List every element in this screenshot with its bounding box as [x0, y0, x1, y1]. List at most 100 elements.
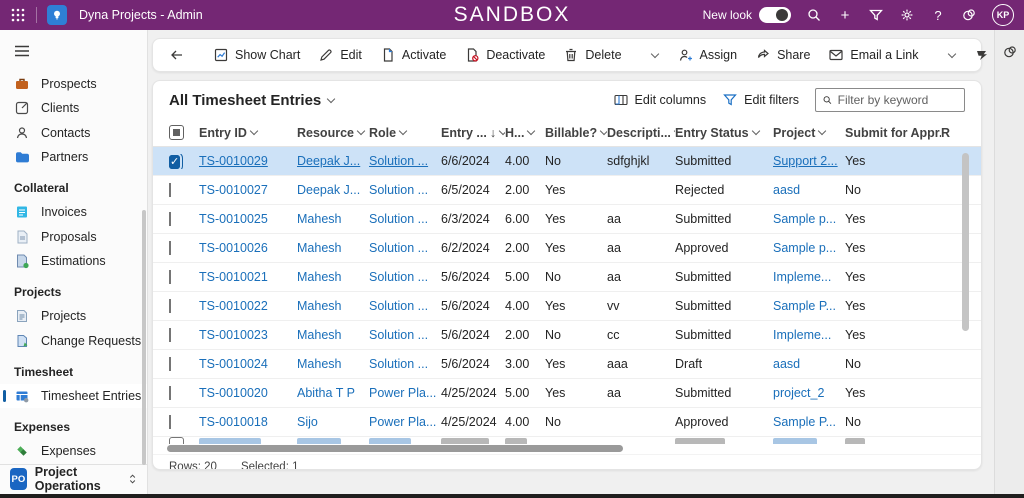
sidebar-item-expenses[interactable]: Expenses — [0, 439, 147, 463]
column-hours[interactable]: H... — [505, 126, 545, 140]
edit-button[interactable]: Edit — [310, 42, 370, 68]
cell-entry-id[interactable]: TS-0010024 — [199, 357, 268, 371]
gear-icon[interactable] — [899, 7, 915, 23]
view-selector[interactable]: All Timesheet Entries — [169, 91, 322, 109]
row-checkbox[interactable] — [169, 270, 199, 284]
cell-role[interactable]: Power Pla... — [369, 386, 437, 400]
filter-icon[interactable] — [868, 7, 884, 23]
row-checkbox[interactable] — [169, 328, 199, 342]
column-r-partial[interactable]: R — [941, 125, 951, 140]
cell-project[interactable]: Support 2... — [773, 154, 838, 168]
cell-resource[interactable]: Deepak J... — [297, 183, 361, 197]
show-chart-button[interactable]: Show Chart — [205, 42, 308, 68]
cell-project[interactable]: Impleme... — [773, 328, 832, 342]
column-billable[interactable]: Billable? — [545, 126, 607, 140]
table-row[interactable]: TS-0010020 Abitha T P Power Pla... 4/25/… — [153, 379, 981, 408]
table-row[interactable]: TS-0010026 Mahesh Solution ... 6/2/2024 … — [153, 234, 981, 263]
sidebar-item-partners[interactable]: Partners — [0, 145, 147, 169]
app-title[interactable]: Dyna Projects - Admin — [79, 8, 203, 22]
chevron-down-icon[interactable] — [327, 94, 336, 103]
deactivate-button[interactable]: Deactivate — [456, 42, 553, 68]
help-icon[interactable]: ? — [934, 7, 942, 23]
select-all-checkbox[interactable] — [169, 125, 199, 140]
sidebar-item-contacts[interactable]: Contacts — [0, 121, 147, 145]
keyword-filter-input[interactable] — [837, 93, 958, 107]
row-checkbox[interactable] — [169, 183, 199, 197]
row-checkbox[interactable] — [169, 415, 199, 429]
sidebar-item-timesheet-entries[interactable]: Timesheet Entries — [0, 383, 147, 409]
table-row[interactable]: TS-0010023 Mahesh Solution ... 5/6/2024 … — [153, 321, 981, 350]
cell-entry-id[interactable]: TS-0010021 — [199, 270, 268, 284]
back-button[interactable] — [161, 42, 193, 68]
sidebar-item-change-requests[interactable]: Change Requests — [0, 329, 147, 353]
column-description[interactable]: Descripti... — [607, 126, 675, 140]
row-checkbox[interactable] — [169, 241, 199, 255]
table-row[interactable]: TS-0010018 Sijo Power Pla... 4/25/2024 4… — [153, 408, 981, 437]
cell-resource[interactable]: Mahesh — [297, 299, 342, 313]
cell-project[interactable]: Sample p... — [773, 212, 837, 226]
assign-button[interactable]: Assign — [670, 42, 746, 68]
cell-resource[interactable]: Abitha T P — [297, 386, 355, 400]
edit-columns-button[interactable]: Edit columns — [613, 92, 706, 108]
cell-resource[interactable]: Mahesh — [297, 241, 342, 255]
table-row[interactable]: TS-0010024 Mahesh Solution ... 5/6/2024 … — [153, 350, 981, 379]
sidebar-item-prospects[interactable]: Prospects — [0, 72, 147, 96]
cell-role[interactable]: Solution ... — [369, 212, 429, 226]
table-row[interactable]: TS-0010027 Deepak J... Solution ... 6/5/… — [153, 176, 981, 205]
row-checkbox[interactable] — [169, 357, 199, 371]
email-overflow-button[interactable] — [939, 42, 965, 68]
cell-entry-id[interactable]: TS-0010027 — [199, 183, 268, 197]
delete-overflow-button[interactable] — [642, 42, 668, 68]
cell-role[interactable]: Power Pla... — [369, 415, 437, 429]
cell-role[interactable]: Solution ... — [369, 270, 429, 284]
cell-project[interactable]: aasd — [773, 183, 801, 197]
cell-project[interactable]: aasd — [773, 357, 801, 371]
cell-resource[interactable]: Mahesh — [297, 270, 342, 284]
sidebar-item-proposals[interactable]: Proposals — [0, 225, 147, 249]
sidebar-item-estimations[interactable]: Estimations — [0, 249, 147, 273]
cell-role[interactable]: Solution ... — [369, 299, 429, 313]
cell-resource[interactable]: Mahesh — [297, 328, 342, 342]
column-submit-for-approval[interactable]: Submit for Appr... — [845, 126, 941, 140]
cell-role[interactable]: Solution ... — [369, 357, 429, 371]
cell-entry-id[interactable]: TS-0010025 — [199, 212, 268, 226]
area-switcher[interactable]: PO Project Operations — [0, 463, 147, 494]
horizontal-scrollbar[interactable] — [167, 445, 967, 454]
copilot-icon[interactable] — [961, 7, 977, 23]
cell-role[interactable]: Solution ... — [369, 241, 429, 255]
cell-entry-id[interactable]: TS-0010026 — [199, 241, 268, 255]
cell-role[interactable]: Solution ... — [369, 183, 429, 197]
cell-project[interactable]: Sample P... — [773, 299, 837, 313]
cell-entry-id[interactable]: TS-0010020 — [199, 386, 268, 400]
table-row[interactable]: TS-0010021 Mahesh Solution ... 5/6/2024 … — [153, 263, 981, 292]
table-row[interactable]: TS-0010029 Deepak J... Solution ... 6/6/… — [153, 147, 981, 176]
cell-resource[interactable]: Mahesh — [297, 357, 342, 371]
vertical-scrollbar[interactable] — [962, 153, 969, 413]
cell-project[interactable]: Sample P... — [773, 415, 837, 429]
column-role[interactable]: Role — [369, 126, 441, 140]
cell-project[interactable]: Impleme... — [773, 270, 832, 284]
table-row[interactable]: TS-0010025 Mahesh Solution ... 6/3/2024 … — [153, 205, 981, 234]
cell-project[interactable]: project_2 — [773, 386, 825, 400]
copilot-pane-icon[interactable] — [1002, 44, 1018, 65]
sidebar-item-invoices[interactable]: Invoices — [0, 200, 147, 224]
user-avatar[interactable]: KP — [992, 4, 1014, 26]
cell-entry-id[interactable]: TS-0010022 — [199, 299, 268, 313]
column-project[interactable]: Project — [773, 126, 845, 140]
cell-role[interactable]: Solution ... — [369, 328, 429, 342]
sidebar-scrollbar[interactable] — [142, 210, 146, 465]
row-checkbox[interactable] — [169, 299, 199, 313]
hamburger-icon[interactable] — [0, 36, 147, 72]
app-logo-icon[interactable] — [47, 5, 67, 25]
email-link-button[interactable]: Email a Link — [820, 42, 926, 68]
cell-entry-id[interactable]: TS-0010023 — [199, 328, 268, 342]
new-look-toggle[interactable] — [759, 7, 791, 23]
row-checkbox[interactable] — [169, 153, 199, 169]
column-entry-status[interactable]: Entry Status — [675, 126, 773, 140]
sidebar-item-projects[interactable]: Projects — [0, 304, 147, 328]
share-button[interactable]: Share — [747, 42, 818, 68]
table-row[interactable]: TS-0010022 Mahesh Solution ... 5/6/2024 … — [153, 292, 981, 321]
column-resource[interactable]: Resource — [297, 126, 369, 140]
row-checkbox[interactable] — [169, 212, 199, 226]
column-entry-date[interactable]: Entry ... ↓ — [441, 126, 505, 140]
